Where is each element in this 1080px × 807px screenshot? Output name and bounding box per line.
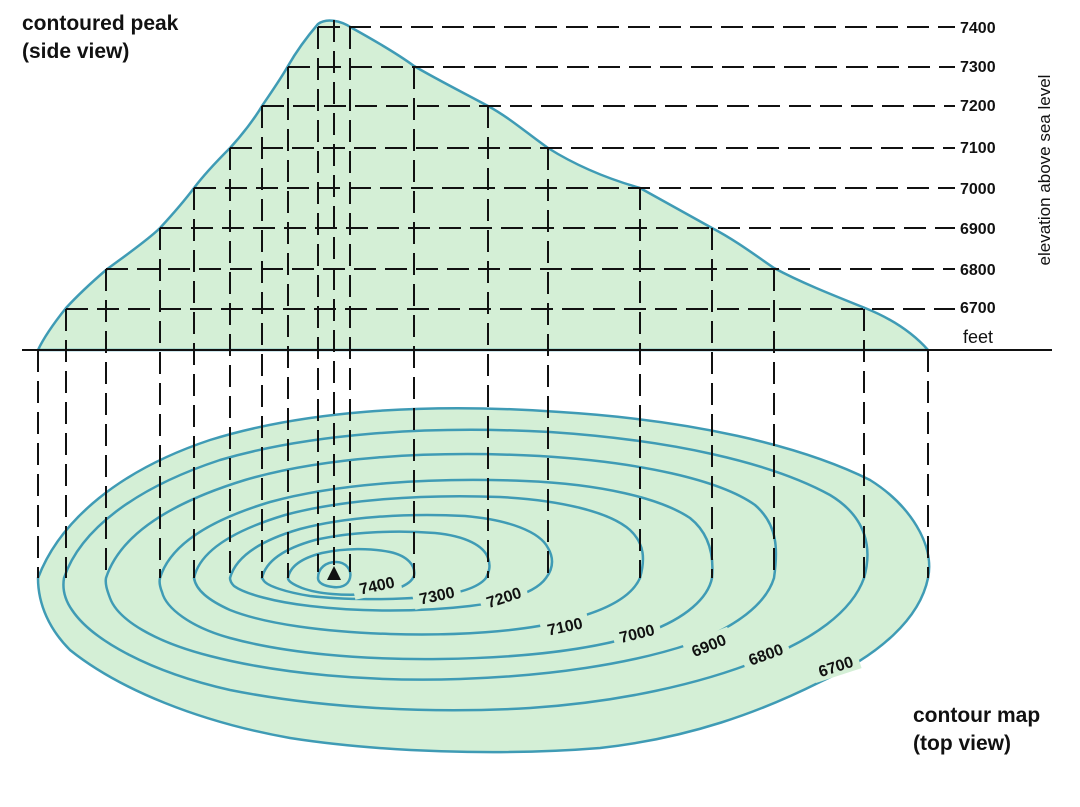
contour-label-bg bbox=[611, 617, 663, 649]
contour-labels: 7400 7300 7200 7100 7000 6900 6800 6700 bbox=[351, 570, 862, 683]
top-view-title: contour map (top view) bbox=[913, 702, 1040, 758]
elevation-label-6800: 6800 bbox=[960, 262, 996, 279]
projection-dashed-lines bbox=[37, 20, 929, 578]
top-view-title-line1: contour map bbox=[913, 704, 1041, 727]
elevation-label-7000: 7000 bbox=[960, 181, 996, 198]
side-view-title: contoured peak (side view) bbox=[22, 10, 178, 66]
contour-label-bg bbox=[477, 580, 530, 614]
elevation-label-7300: 7300 bbox=[960, 59, 996, 76]
elevation-label-7100: 7100 bbox=[960, 140, 996, 157]
contour-label-bg bbox=[739, 636, 792, 672]
contour-label-bg bbox=[351, 570, 403, 600]
side-view-peak bbox=[36, 19, 930, 352]
contour-map bbox=[36, 406, 931, 754]
elevation-label-6900: 6900 bbox=[960, 221, 996, 238]
elevation-label-6700: 6700 bbox=[960, 300, 996, 317]
contour-label-bg bbox=[539, 611, 591, 641]
contour-label-bg bbox=[411, 580, 463, 610]
unit-label: feet bbox=[963, 327, 994, 347]
elevation-label-7400: 7400 bbox=[960, 20, 996, 37]
side-view-title-line2: (side view) bbox=[22, 40, 130, 63]
side-view-title-line1: contoured peak bbox=[22, 12, 179, 35]
contour-label-bg bbox=[682, 626, 735, 664]
elevation-label-7200: 7200 bbox=[960, 98, 996, 115]
elevation-dashed-lines bbox=[66, 26, 955, 310]
contour-label-bg bbox=[809, 649, 862, 683]
elevation-axis-label: elevation above sea level bbox=[1035, 74, 1054, 266]
top-view-title-line2: (top view) bbox=[913, 732, 1011, 755]
summit-marker-icon bbox=[327, 566, 341, 580]
